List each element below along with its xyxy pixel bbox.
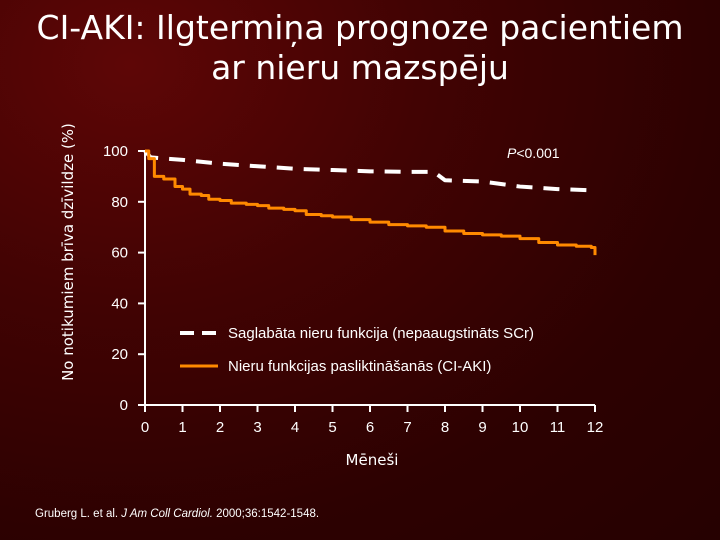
chart-axes [138, 150, 596, 412]
x-tick-label: 5 [328, 419, 336, 436]
series-line-preserved [143, 149, 596, 193]
y-axis-label: No notikumiem brīva dzīvildze (%) [59, 123, 77, 381]
y-tick-label: 100 [103, 143, 128, 160]
legend-label-preserved: Saglabāta nieru funkcija (nepaaugstināts… [228, 325, 534, 342]
x-tick-label: 11 [550, 419, 566, 436]
citation-authors: Gruberg L. et al. [35, 508, 122, 520]
x-tick-label: 10 [512, 419, 529, 436]
citation: Gruberg L. et al. J Am Coll Cardiol. 200… [35, 508, 319, 520]
series-layer [143, 149, 597, 256]
x-tick-label: 6 [366, 419, 374, 436]
y-tick-label: 0 [120, 397, 128, 414]
y-tick-label: 20 [111, 346, 128, 363]
p-value-annotation: P<0.001 [507, 145, 560, 161]
x-axis-label: Mēneši [346, 451, 399, 469]
title-line-2: ar nieru mazspēju [211, 48, 509, 87]
y-tick-label: 60 [111, 245, 128, 262]
x-tick-label: 9 [478, 419, 486, 436]
x-tick-label: 2 [216, 419, 224, 436]
legend-label-aki: Nieru funkcijas pasliktināšanās (CI-AKI) [228, 358, 491, 375]
y-tick-label: 80 [111, 194, 128, 211]
y-tick-label: 40 [111, 295, 128, 312]
x-tick-label: 7 [403, 419, 411, 436]
title-line-1: CI-AKI: Ilgtermiņa prognoze pacientiem [36, 8, 684, 47]
slide-title: CI-AKI: Ilgtermiņa prognoze pacientiem a… [20, 8, 700, 88]
citation-journal: J Am Coll Cardiol. [121, 508, 213, 520]
x-tick-label: 1 [178, 419, 186, 436]
x-tick-label: 4 [291, 419, 299, 436]
citation-details: 2000;36:1542-1548. [212, 508, 320, 520]
legend: Saglabāta nieru funkcija (nepaaugstināts… [180, 325, 534, 375]
x-tick-label: 3 [253, 419, 261, 436]
series-line-aki [145, 149, 597, 256]
x-tick-label: 0 [141, 419, 149, 436]
x-tick-label: 12 [587, 419, 604, 436]
x-tick-label: 8 [441, 419, 449, 436]
